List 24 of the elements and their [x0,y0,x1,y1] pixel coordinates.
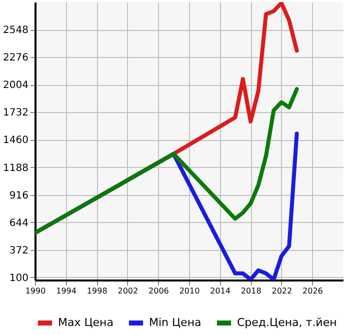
y-tick-label: 2276 [3,52,28,64]
x-tick-label: 2018 [240,286,262,296]
y-tick-label: 2004 [3,80,28,92]
legend-label: Min Цена [149,316,202,329]
y-tick-label: 100 [9,272,28,284]
x-tick-label: 2026 [302,286,323,296]
y-tick-label: 1460 [3,135,28,146]
x-tick-label: 1990 [25,286,46,296]
legend-label: Сред.Цена, т.йен [237,316,337,329]
x-tick-label: 2002 [118,286,138,296]
y-tick-label: 1732 [3,108,28,119]
x-tick-label: 1998 [86,286,108,296]
y-tick-label: 2548 [3,25,28,36]
x-tick-label: 2014 [210,286,230,296]
legend-label: Max Цена [58,316,114,329]
y-tick-label: 1188 [3,162,28,174]
y-tick-label: 372 [9,245,28,256]
y-tick-label: 916 [9,190,28,202]
x-tick-label: 1994 [56,286,76,296]
x-tick-label: 2010 [179,286,200,296]
x-tick-label: 2022 [272,286,292,296]
y-tick-label: 644 [9,218,28,229]
line-series [35,87,299,235]
x-tick-label: 2006 [148,286,169,296]
